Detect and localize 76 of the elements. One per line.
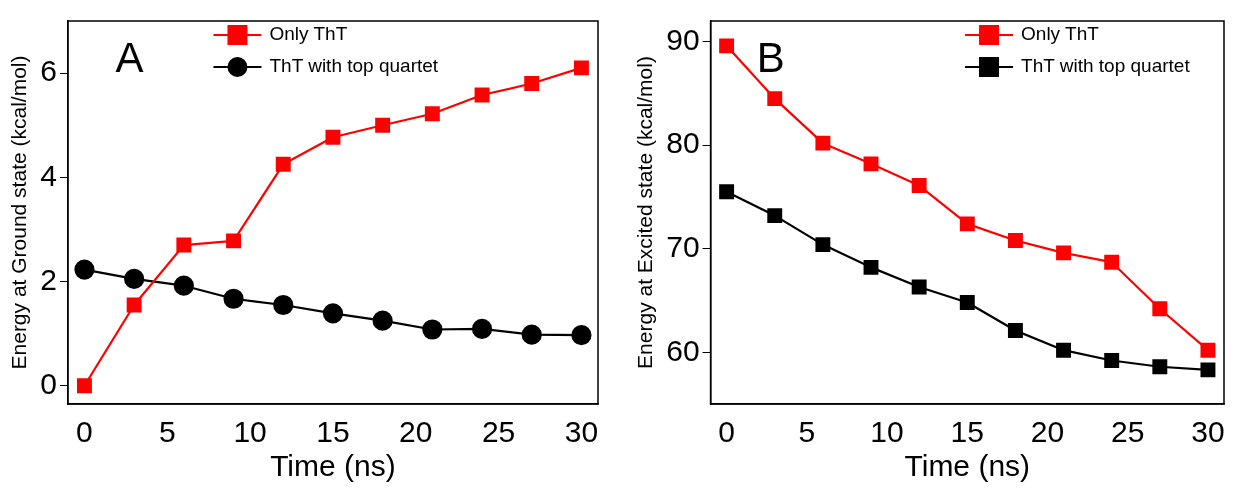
y-tick-label: 2 xyxy=(40,262,57,296)
x-tick-label: 5 xyxy=(798,415,816,449)
x-tick-label: 25 xyxy=(481,415,516,449)
x-tick-label: 15 xyxy=(316,415,350,449)
x-axis-title: Time (ns) xyxy=(904,449,1031,483)
point xyxy=(815,135,831,151)
point xyxy=(863,156,879,172)
point xyxy=(521,324,542,345)
y-tick-label: 4 xyxy=(40,158,57,192)
point xyxy=(223,288,244,309)
point xyxy=(959,216,975,232)
point xyxy=(1007,232,1023,248)
point xyxy=(524,76,540,91)
point xyxy=(573,60,589,76)
point xyxy=(1152,359,1168,375)
legend-label: ThT with top quartet xyxy=(1021,55,1191,77)
x-tick-label: 0 xyxy=(76,415,93,449)
point xyxy=(959,295,975,311)
y-tick-label: 6 xyxy=(40,54,57,88)
point xyxy=(767,91,783,107)
point xyxy=(1056,342,1072,358)
point xyxy=(474,87,490,103)
point xyxy=(719,38,735,54)
point xyxy=(74,259,95,280)
x-tick-label: 10 xyxy=(233,415,267,449)
point xyxy=(325,129,341,145)
point xyxy=(571,325,592,346)
point xyxy=(424,106,440,122)
annotation: B xyxy=(756,33,785,81)
point xyxy=(273,294,294,316)
annotation: A xyxy=(115,33,144,81)
point xyxy=(1200,362,1216,378)
x-tick-label: 25 xyxy=(1111,415,1145,449)
y-tick-label: 60 xyxy=(666,333,700,367)
point xyxy=(322,303,344,324)
point xyxy=(226,233,242,249)
point xyxy=(173,275,194,296)
x-tick-label: 15 xyxy=(950,415,984,449)
x-tick-label: 20 xyxy=(399,415,433,449)
point xyxy=(911,178,927,194)
x-tick-label: 10 xyxy=(870,415,904,449)
y-tick-label: 80 xyxy=(666,126,700,160)
y-tick-label: 0 xyxy=(40,367,57,401)
x-axis-title: Time (ns) xyxy=(270,449,396,483)
point xyxy=(375,117,391,133)
point xyxy=(76,378,92,394)
point xyxy=(863,259,879,275)
point xyxy=(1056,245,1072,261)
point xyxy=(372,310,393,331)
x-tick-label: 30 xyxy=(564,415,599,449)
x-tick-label: 20 xyxy=(1030,415,1065,449)
legend-label: Only ThT xyxy=(1021,23,1100,45)
point xyxy=(1007,323,1023,338)
point xyxy=(126,297,142,313)
point xyxy=(719,184,735,200)
point xyxy=(1104,254,1120,270)
legend-label: Only ThT xyxy=(269,23,348,45)
point xyxy=(1200,342,1216,358)
point xyxy=(176,237,192,253)
x-tick-label: 30 xyxy=(1191,415,1225,449)
point xyxy=(767,208,783,224)
y-axis-title: Energy at Ground state (kcal/mol) xyxy=(7,55,31,370)
legend-label: ThT with top quartet xyxy=(269,55,439,77)
y-axis-title: Energy at Excited state (kcal/mol) xyxy=(633,56,657,369)
point xyxy=(815,237,831,253)
point xyxy=(911,279,927,295)
point xyxy=(275,156,291,172)
y-tick-label: 90 xyxy=(666,22,700,56)
x-tick-label: 0 xyxy=(718,415,735,449)
y-tick-label: 70 xyxy=(666,230,700,263)
point xyxy=(1104,353,1120,368)
point xyxy=(471,318,493,340)
point xyxy=(422,319,443,340)
point xyxy=(124,268,145,290)
point xyxy=(1152,301,1168,317)
x-tick-label: 5 xyxy=(158,415,176,449)
